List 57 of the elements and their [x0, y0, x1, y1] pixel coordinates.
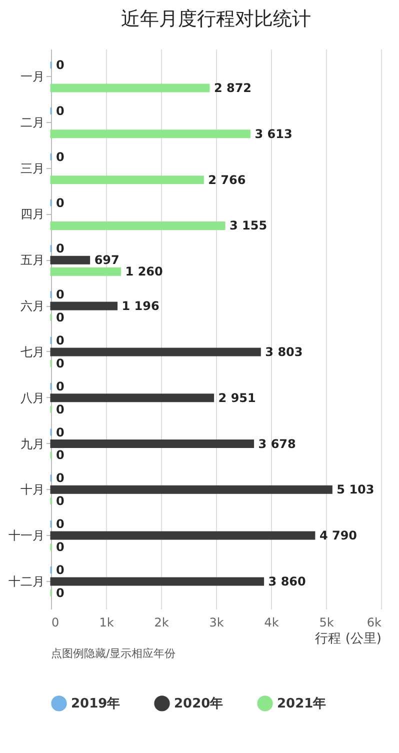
x-tick-label: 6k: [366, 616, 382, 630]
data-label: 3 678: [258, 436, 296, 451]
data-label: 0: [56, 196, 64, 210]
y-tick-label: 六月: [20, 299, 44, 314]
chart-title: 近年月度行程对比统计: [121, 8, 311, 30]
x-tick-label: 0: [52, 616, 60, 630]
data-label: 0: [56, 448, 64, 462]
data-label: 5 103: [336, 482, 374, 497]
data-label: 0: [56, 517, 64, 532]
x-tick-label: 1k: [99, 616, 114, 630]
y-tick-label: 八月: [20, 390, 44, 405]
data-label: 1 260: [125, 264, 163, 279]
data-label: 0: [56, 150, 64, 164]
data-label: 0: [56, 471, 64, 486]
data-label: 3 860: [268, 574, 306, 588]
legend-label: 2021年: [277, 696, 326, 712]
legend-label: 2019年: [71, 696, 120, 712]
y-tick-label: 十二月: [8, 574, 44, 588]
data-label: 4 790: [319, 528, 358, 543]
data-label: 0: [56, 333, 64, 348]
x-axis-title: 行程 (公里): [315, 632, 382, 646]
y-tick-label: 七月: [20, 344, 44, 359]
y-tick-label: 二月: [20, 115, 44, 130]
x-tick-label: 3k: [209, 616, 224, 630]
data-label: 697: [94, 253, 120, 268]
data-label: 0: [56, 586, 64, 600]
data-label: 3 803: [265, 344, 303, 359]
data-label: 0: [56, 288, 64, 302]
y-tick-label: 四月: [20, 207, 44, 222]
data-label: 0: [56, 104, 64, 118]
data-label: 3 155: [230, 218, 268, 233]
data-label: 1 196: [122, 299, 160, 314]
y-tick-label: 十月: [20, 482, 44, 497]
data-label: 0: [56, 540, 64, 554]
data-label: 3 613: [254, 126, 292, 141]
data-label: 0: [56, 310, 64, 325]
x-tick-label: 5k: [319, 616, 334, 630]
y-tick-label: 五月: [20, 253, 44, 268]
data-label: 2 766: [208, 172, 246, 187]
data-label: 2 951: [218, 390, 256, 405]
text: 点图例隐藏/显示相应年份: [51, 647, 176, 660]
legend-label: 2020年: [174, 696, 224, 712]
data-label: 0: [56, 58, 64, 72]
y-tick-label: 一月: [20, 70, 44, 84]
x-tick-label: 2k: [154, 616, 169, 630]
data-label: 2 872: [214, 81, 252, 96]
data-label: 0: [56, 379, 64, 394]
y-tick-label: 九月: [20, 436, 44, 451]
y-tick-label: 十一月: [8, 528, 44, 543]
data-label: 0: [56, 425, 64, 440]
data-label: 0: [56, 242, 64, 256]
x-tick-label: 4k: [264, 616, 279, 630]
data-label: 0: [56, 356, 64, 370]
data-label: 0: [56, 562, 64, 577]
data-label: 0: [56, 494, 64, 508]
y-tick-label: 三月: [20, 161, 44, 176]
data-label: 0: [56, 402, 64, 416]
